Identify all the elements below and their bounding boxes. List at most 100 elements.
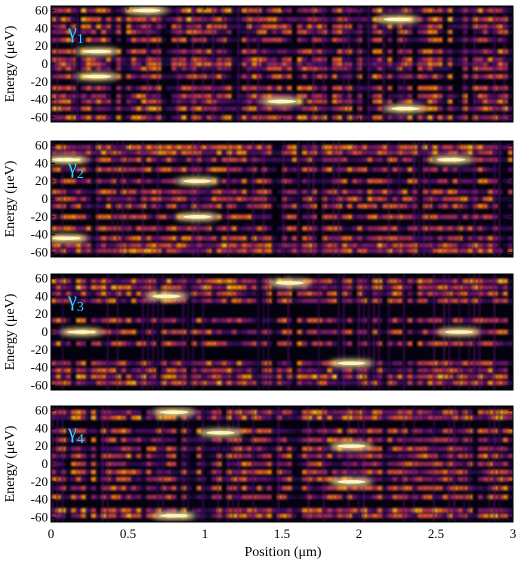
heatmap-band (472, 278, 479, 284)
heatmap-band (86, 469, 92, 475)
heatmap-band (437, 291, 444, 296)
heatmap-band (156, 99, 163, 104)
heatmap-band (312, 248, 318, 253)
heatmap-band (312, 437, 318, 443)
heatmap-band (282, 106, 288, 111)
heatmap-streak (492, 274, 496, 390)
heatmap-band (136, 318, 142, 323)
heatmap-band (337, 66, 343, 71)
heatmap-band (61, 106, 67, 111)
heatmap-band (387, 8, 394, 13)
heatmap-band (402, 446, 409, 452)
heatmap-band (382, 85, 389, 91)
heatmap-band (462, 415, 469, 420)
heatmap-band (191, 66, 198, 71)
heatmap-band (472, 318, 479, 323)
heatmap-streak (382, 6, 386, 122)
heatmap-band (201, 203, 208, 209)
heatmap-band (482, 196, 489, 202)
heatmap-band (131, 49, 137, 54)
heatmap-band (161, 285, 168, 290)
heatmap-band (442, 74, 449, 79)
heatmap-band (317, 226, 323, 231)
heatmap-band (271, 189, 278, 195)
heatmap-band (402, 285, 409, 290)
heatmap-band (101, 341, 107, 346)
heatmap-band (76, 226, 82, 231)
heatmap-band (387, 115, 394, 120)
heatmap-band (392, 380, 399, 386)
heatmap-band (297, 189, 303, 195)
heatmap-band (362, 461, 368, 467)
heatmap-band (497, 93, 504, 99)
heatmap-band (457, 485, 464, 491)
heatmap-band (161, 115, 168, 120)
heatmap-band (472, 446, 479, 452)
heatmap-band (457, 461, 464, 467)
heatmap-band (327, 145, 333, 150)
heatmap-band (226, 145, 233, 150)
heatmap-band (307, 513, 313, 518)
heatmap-band (452, 361, 459, 366)
heatmap-band (467, 74, 474, 79)
heatmap-band (56, 329, 62, 335)
heatmap-band (407, 49, 414, 54)
heatmap-band (76, 410, 82, 415)
heatmap-band (422, 74, 429, 79)
heatmap-band (56, 66, 62, 71)
heatmap-band (181, 74, 188, 79)
heatmap-band (166, 368, 173, 373)
heatmap-band (337, 99, 343, 104)
heatmap-band (56, 374, 62, 379)
heatmap-band (116, 93, 122, 99)
heatmap-band (116, 150, 122, 155)
heatmap-band (151, 66, 158, 71)
heatmap-band (447, 428, 454, 434)
heatmap-band (332, 196, 338, 202)
heatmap-band (452, 29, 459, 35)
heatmap-band (427, 150, 434, 155)
heatmap-band (482, 285, 489, 290)
heatmap-band (111, 341, 117, 346)
heatmap-band (497, 341, 504, 346)
heatmap-band (266, 368, 273, 373)
heatmap-band (61, 189, 67, 195)
heatmap-band (392, 29, 399, 35)
heatmap-band (161, 469, 168, 475)
heatmap-band (181, 428, 188, 434)
heatmap-band (131, 24, 137, 29)
heatmap-band (437, 8, 444, 13)
heatmap-band (141, 74, 148, 79)
heatmap-band (121, 318, 127, 323)
heatmap-band (387, 278, 394, 284)
heatmap-band (442, 196, 449, 202)
heatmap-band (427, 476, 434, 482)
heatmap-band (251, 285, 258, 290)
heatmap-band (437, 278, 444, 284)
heatmap-band (327, 494, 333, 500)
heatmap-band (342, 437, 348, 443)
heatmap-band (472, 243, 479, 248)
heatmap-band (236, 29, 243, 35)
heatmap-band (432, 106, 439, 111)
heatmap-band (457, 428, 464, 434)
heatmap-band (417, 329, 424, 335)
heatmap-streak (216, 406, 220, 522)
heatmap-band (397, 341, 404, 346)
heatmap-band (81, 341, 87, 346)
heatmap-band (332, 476, 338, 482)
heatmap-band (492, 226, 499, 231)
heatmap-band (246, 115, 253, 120)
heatmap-band (51, 291, 57, 296)
heatmap-band (292, 93, 298, 99)
heatmap-band (437, 285, 444, 290)
heatmap-band (231, 167, 238, 172)
heatmap-band (317, 453, 323, 459)
heatmap-band (367, 428, 373, 434)
heatmap-band (221, 476, 228, 482)
heatmap-band (392, 115, 399, 120)
heatmap-streak (211, 6, 215, 122)
heatmap-band (487, 278, 494, 284)
heatmap-band (56, 508, 62, 513)
heatmap-band (297, 248, 303, 253)
